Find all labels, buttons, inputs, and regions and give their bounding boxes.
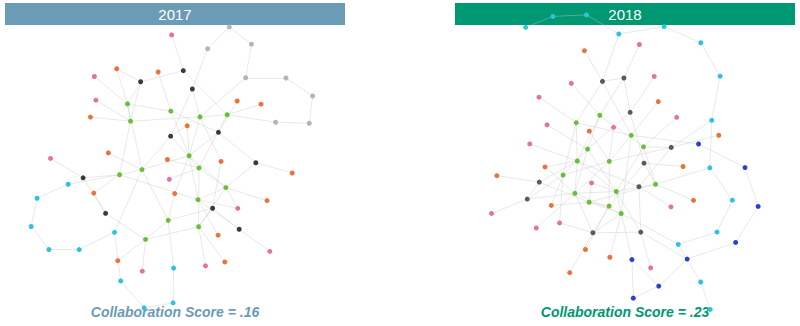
svg-text:2017: 2017: [158, 6, 191, 23]
svg-text:Collaboration Score = .16: Collaboration Score = .16: [91, 304, 260, 320]
svg-text:Collaboration Score = .23: Collaboration Score = .23: [541, 304, 710, 320]
svg-text:2018: 2018: [608, 6, 641, 23]
